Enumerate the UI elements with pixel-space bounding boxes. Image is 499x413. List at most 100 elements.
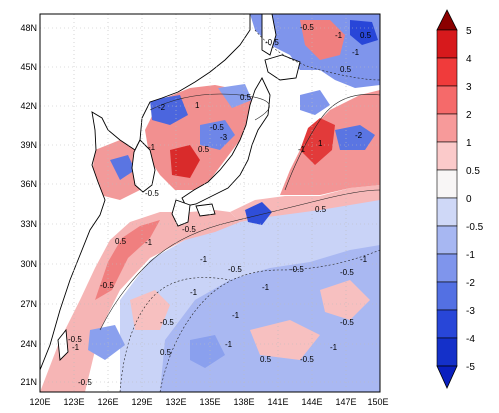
contour-labels: -0.5 -1 0.5 -1 -0.5 0.5 -2 1 0.5 -0.5 -3…	[68, 23, 372, 387]
colorbar-bottom-arrow	[436, 365, 458, 389]
colorbar-swatch	[436, 85, 458, 115]
south-japan-cold-eddy	[245, 202, 272, 225]
contour-label: -3	[220, 133, 228, 142]
lat-label: 24N	[20, 339, 37, 349]
contour-line	[99, 189, 380, 331]
south-warm-blob-3	[320, 280, 370, 320]
contour-label: -1	[262, 283, 270, 292]
contour-label: -1	[360, 255, 368, 264]
lon-label: 141E	[267, 397, 288, 407]
colorbar-label: -1	[466, 250, 475, 261]
colorbar-label: 0	[466, 194, 472, 205]
lon-label: 120E	[29, 397, 50, 407]
contour-line	[159, 249, 380, 392]
lon-label: 129E	[131, 397, 152, 407]
contour-label: 0.5	[315, 205, 327, 214]
contour-label: -1	[352, 48, 360, 57]
contour-label: 1	[195, 101, 200, 110]
colorbar-swatch	[436, 57, 458, 87]
contour-label: 0.5	[340, 65, 352, 74]
kyushu	[171, 199, 191, 227]
plot-frame	[39, 13, 381, 393]
colorbar-swatch	[436, 29, 458, 59]
contour-label: 0.5	[160, 348, 172, 357]
contour-line	[254, 29, 380, 81]
contour-label: -0.5	[100, 281, 114, 290]
contour-lines	[99, 29, 380, 392]
lat-label: 21N	[20, 377, 37, 387]
lon-label: 132E	[165, 397, 186, 407]
lat-label: 30N	[20, 259, 37, 269]
coastal-warm-core	[95, 220, 160, 300]
shikoku	[195, 203, 216, 217]
contour-label: -0.5	[68, 335, 82, 344]
contour-label: -0.5	[300, 355, 314, 364]
contour-label: -1	[225, 340, 233, 349]
sakhalin	[261, 14, 277, 56]
contour-label: 0.5	[260, 355, 272, 364]
contour-label: -1	[335, 31, 343, 40]
colorbar-label: -3	[466, 306, 475, 317]
colorbar-label: 2	[466, 110, 472, 121]
contour-label: -0.5	[290, 265, 304, 274]
contour-label: 0.5	[115, 237, 127, 246]
contour-label: -1	[330, 343, 338, 352]
lat-label: 45N	[20, 62, 37, 72]
yellow-sea-cold	[110, 155, 135, 180]
sea-of-japan-cold-1	[150, 95, 188, 125]
south-warm-blob-1	[130, 290, 170, 330]
okhotsk-deep-cold	[350, 20, 378, 45]
contour-label: -0.5	[210, 123, 224, 132]
south-cold-blob-1	[88, 325, 125, 360]
sea-of-japan-cold-2	[200, 120, 235, 150]
contour-label: -0.5	[182, 225, 196, 234]
contour-label: 0.5	[360, 31, 372, 40]
lon-label: 138E	[233, 397, 254, 407]
colorbar-label: 5	[466, 26, 472, 37]
contour-label: -1	[200, 255, 208, 264]
colorbar-label: -5	[466, 362, 475, 373]
contour-label: -0.5	[300, 23, 314, 32]
hokkaido	[264, 54, 301, 81]
contour-label: -2	[355, 131, 363, 140]
lon-label: 150E	[367, 397, 388, 407]
contour-line	[284, 94, 380, 191]
lon-label: 144E	[301, 397, 322, 407]
colorbar-swatch	[436, 253, 458, 283]
sea-of-japan-hot	[170, 145, 200, 178]
sea-of-japan-cold-3	[218, 84, 252, 108]
colorbar-swatch	[436, 225, 458, 255]
colorbar-swatch	[436, 337, 458, 367]
colorbar-label: 1	[466, 138, 472, 149]
contour-label: -1	[298, 145, 306, 154]
korea-peninsula	[131, 139, 156, 193]
colorbar-label: -2	[466, 278, 475, 289]
gridlines	[40, 14, 380, 392]
lat-label: 36N	[20, 179, 37, 189]
colorbar-label: 0.5	[466, 166, 480, 177]
lon-label: 135E	[199, 397, 220, 407]
colorbar-swatch	[436, 197, 458, 227]
contour-label: -1	[72, 343, 80, 352]
lon-label: 147E	[335, 397, 356, 407]
contour-label: -0.5	[78, 378, 92, 387]
lon-label: 126E	[97, 397, 118, 407]
anomaly-field	[40, 14, 380, 392]
lat-axis-labels: 48N 45N 42N 39N 36N 33N 30N 27N 24N 21N	[20, 23, 37, 387]
pacific-east-hot	[300, 118, 335, 165]
lon-label: 123E	[63, 397, 84, 407]
contour-label: -0.5	[340, 268, 354, 277]
lat-label: 48N	[20, 23, 37, 33]
colorbar-swatch	[436, 169, 458, 199]
contour-label: -0.5	[340, 318, 354, 327]
south-cold-blob-2	[190, 335, 225, 368]
contour-label: -0.5	[160, 318, 174, 327]
mainland-asia	[40, 14, 251, 371]
lon-axis-labels: 120E 123E 126E 129E 132E 135E 138E 141E …	[29, 397, 388, 407]
colorbar-swatch	[436, 281, 458, 311]
colorbar-swatch	[436, 113, 458, 143]
okhotsk-warm	[300, 20, 345, 60]
colorbar-swatch	[436, 141, 458, 171]
